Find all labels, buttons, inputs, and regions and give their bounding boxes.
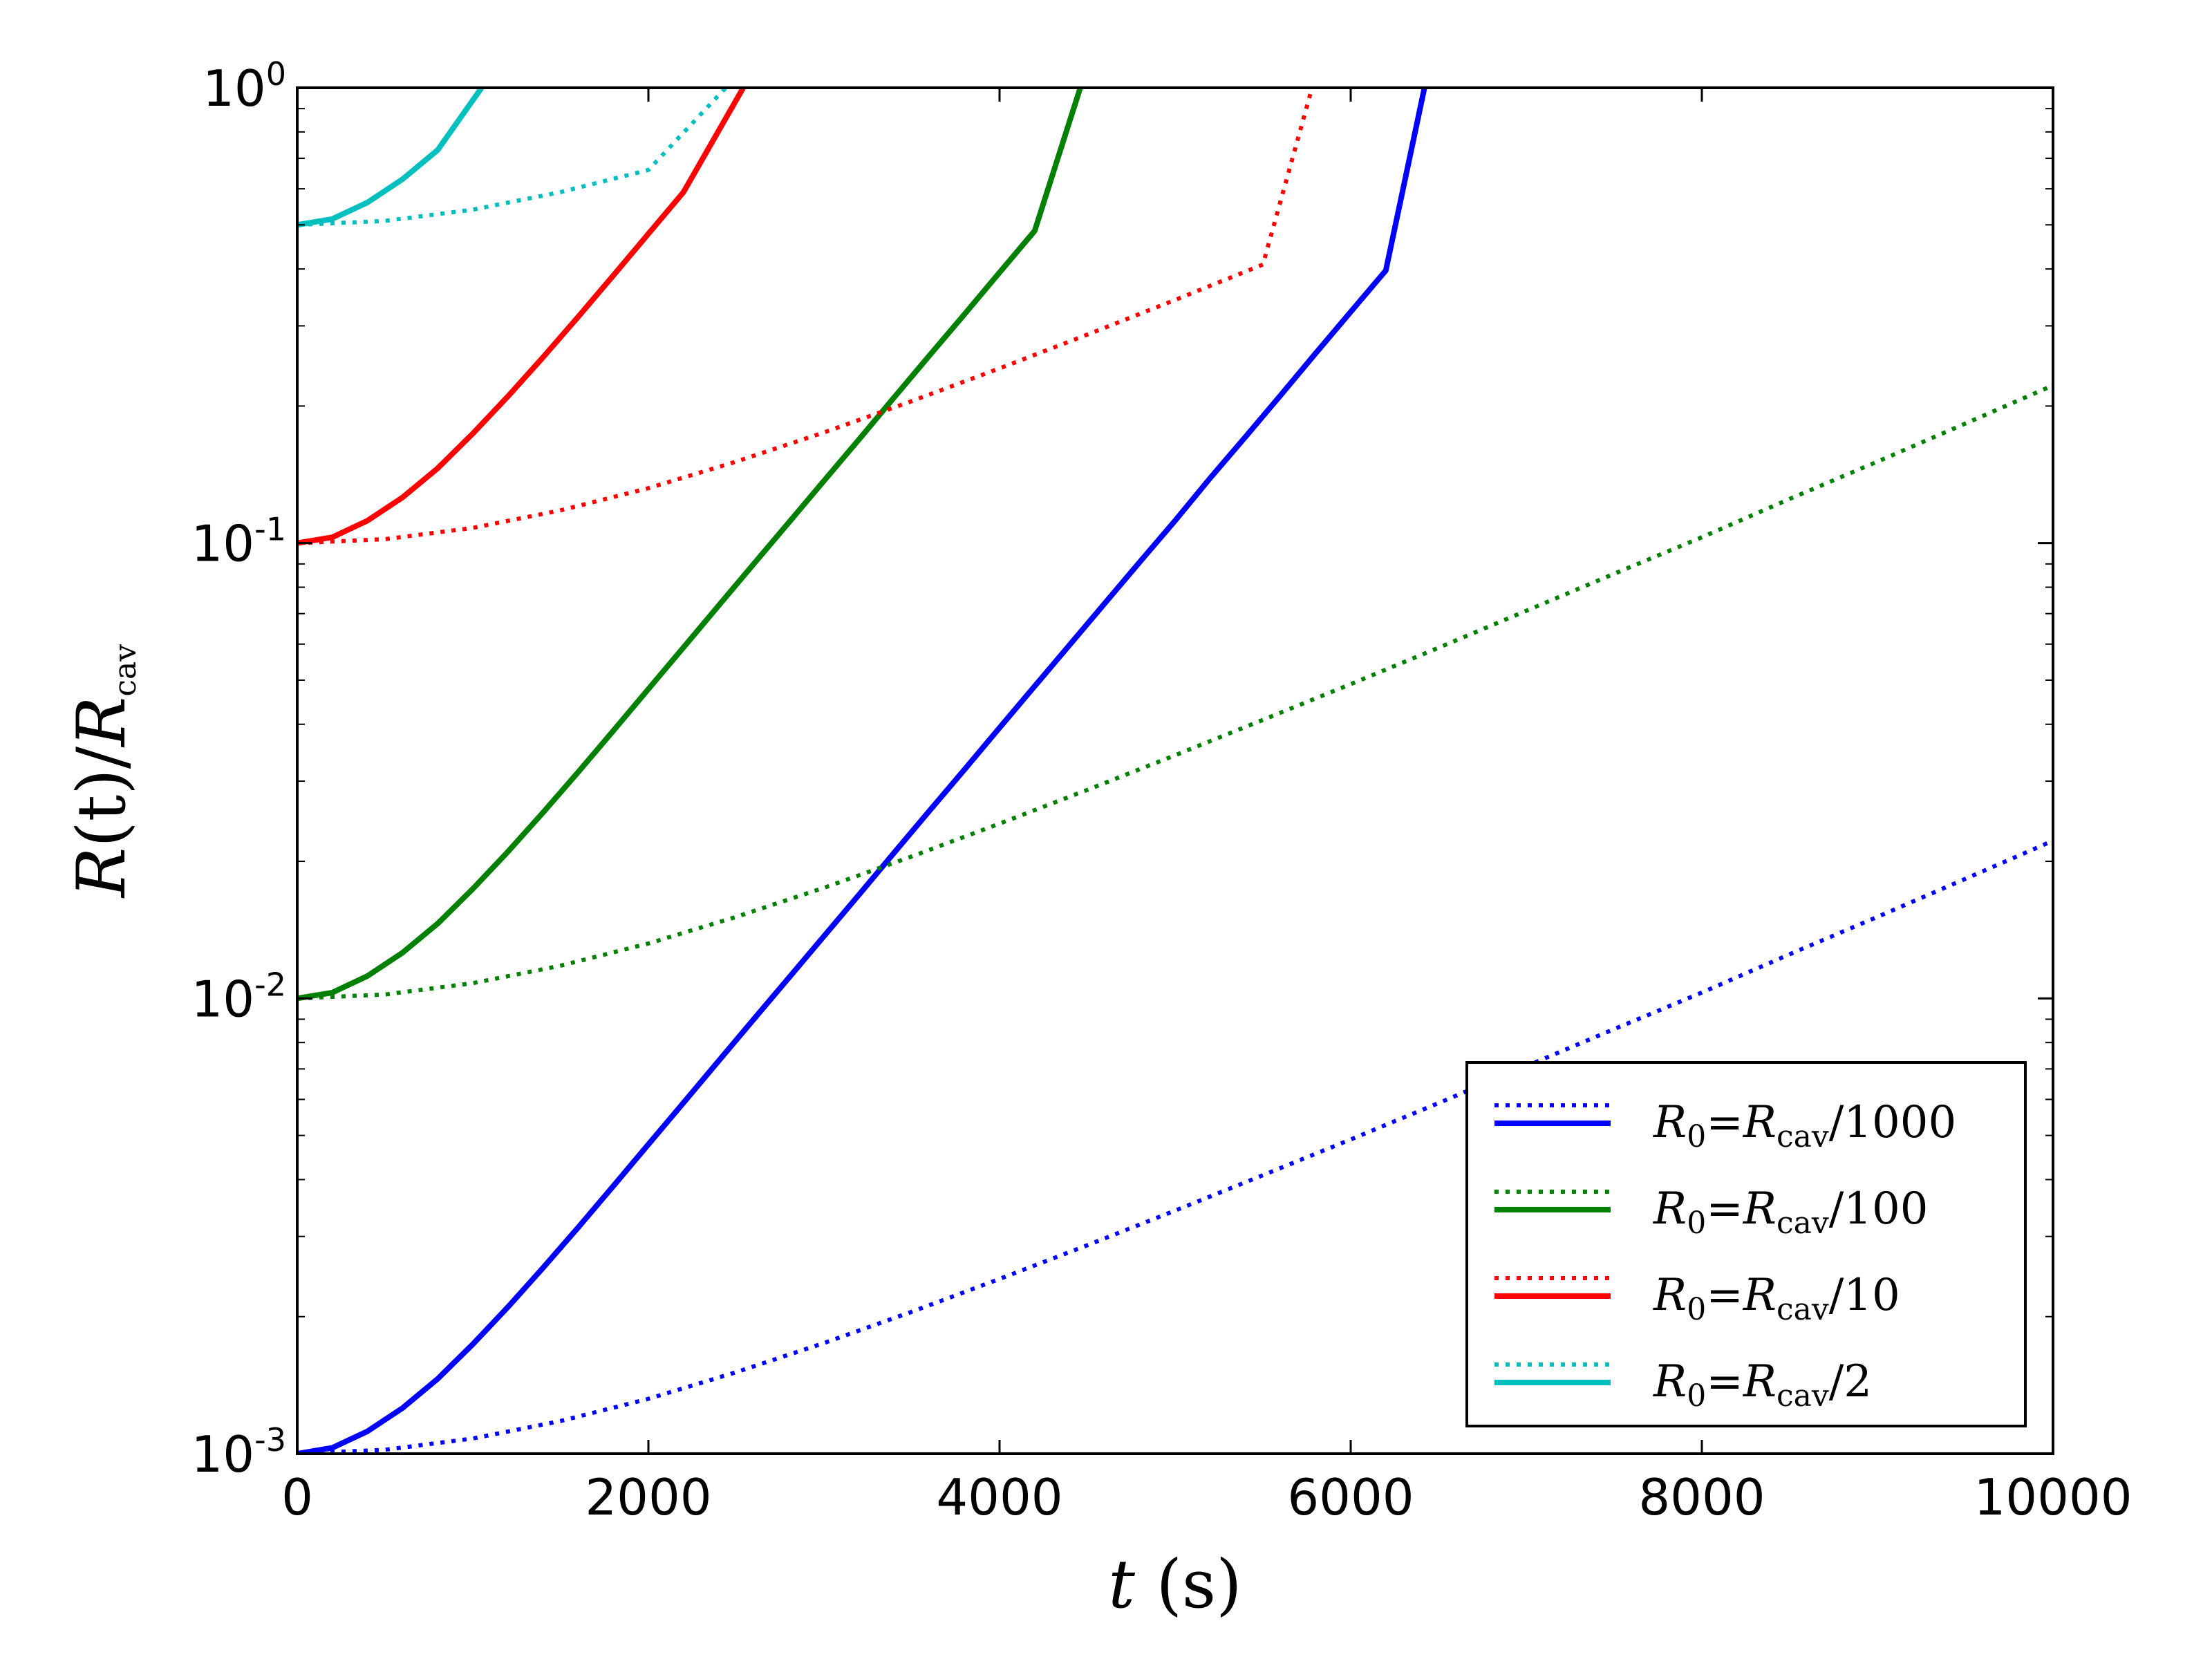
x-tick-label: 0 bbox=[281, 1468, 313, 1526]
legend-label: R0=Rcav/10 bbox=[1653, 1270, 1900, 1327]
series-1-solid-line bbox=[297, 88, 1427, 1454]
legend: R0=Rcav/1000 R0=Rcav/100 R0=Rcav/10 R0=Rcav… bbox=[1465, 1061, 2027, 1427]
legend-label: R0=Rcav/100 bbox=[1653, 1183, 1928, 1241]
legend-label: R0=Rcav/1000 bbox=[1653, 1097, 1956, 1154]
y-axis-label: R(t)/Rcav bbox=[63, 644, 143, 899]
series-1-dotted-line bbox=[297, 838, 2053, 1454]
x-tick-label: 6000 bbox=[1287, 1468, 1414, 1526]
series-2-dotted-line bbox=[297, 383, 2053, 1001]
series-2-solid-line bbox=[297, 88, 1083, 1002]
plot-lines bbox=[297, 88, 2053, 1454]
x-tick-label: 4000 bbox=[936, 1468, 1062, 1526]
x-tick-label: 2000 bbox=[585, 1468, 711, 1526]
y-tick-label: 10-1 bbox=[191, 511, 287, 573]
x-axis-label: t (s) bbox=[1108, 1546, 1241, 1623]
x-tick-label: 10000 bbox=[1974, 1468, 2132, 1526]
tick-labels: 0 2000 4000 6000 8000 10000 10-3 10-2 10-1 100 bbox=[191, 55, 2133, 1526]
y-tick-label: 100 bbox=[203, 55, 286, 118]
series-4-solid-line bbox=[297, 88, 484, 228]
x-tick-label: 8000 bbox=[1638, 1468, 1765, 1526]
y-tick-label: 10-3 bbox=[191, 1421, 287, 1483]
y-tick-label: 10-2 bbox=[191, 966, 287, 1028]
legend-label: R0=Rcav/2 bbox=[1653, 1356, 1872, 1414]
plot-frame bbox=[296, 86, 2054, 1455]
series-3-solid-line bbox=[297, 88, 746, 546]
